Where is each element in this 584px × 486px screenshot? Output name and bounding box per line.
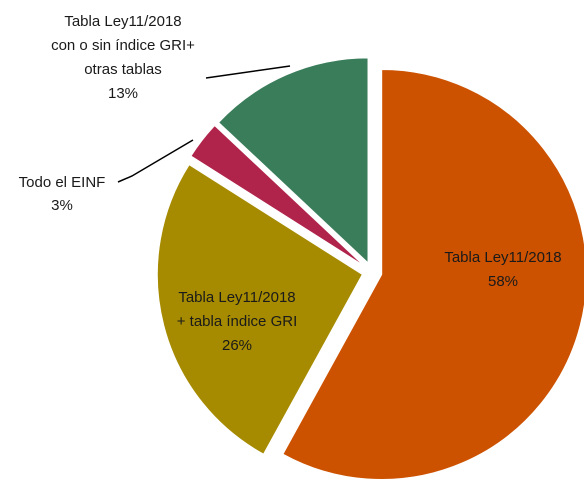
slice-label: Tabla Ley11/2018 con o sin índice GRI+ otr… — [51, 13, 195, 102]
category-label: otras tablas — [84, 61, 162, 78]
slice-label: Tabla Ley11/2018 58% — [444, 249, 561, 290]
value-label: 26% — [222, 337, 252, 354]
slice-label: Todo el EINF 3% — [19, 174, 106, 214]
pie-slice — [156, 163, 363, 455]
value-label: 3% — [51, 197, 73, 214]
leader-line — [205, 65, 291, 79]
category-label: Tabla Ley11/2018 — [444, 249, 561, 266]
value-label: 58% — [488, 273, 518, 290]
category-label: Tabla Ley11/2018 — [178, 289, 295, 306]
category-label: Todo el EINF — [19, 174, 106, 191]
category-label: con o sin índice GRI+ — [51, 37, 195, 54]
leader-line — [117, 139, 194, 183]
slice-label: Tabla Ley11/2018 + tabla índice GRI 26% — [177, 289, 297, 354]
category-label: + tabla índice GRI — [177, 313, 297, 330]
pie-slice — [190, 124, 365, 267]
pie-slice — [217, 57, 369, 264]
category-label: Tabla Ley11/2018 — [64, 13, 181, 30]
value-label: 13% — [108, 85, 138, 102]
pie-slice — [282, 68, 584, 480]
